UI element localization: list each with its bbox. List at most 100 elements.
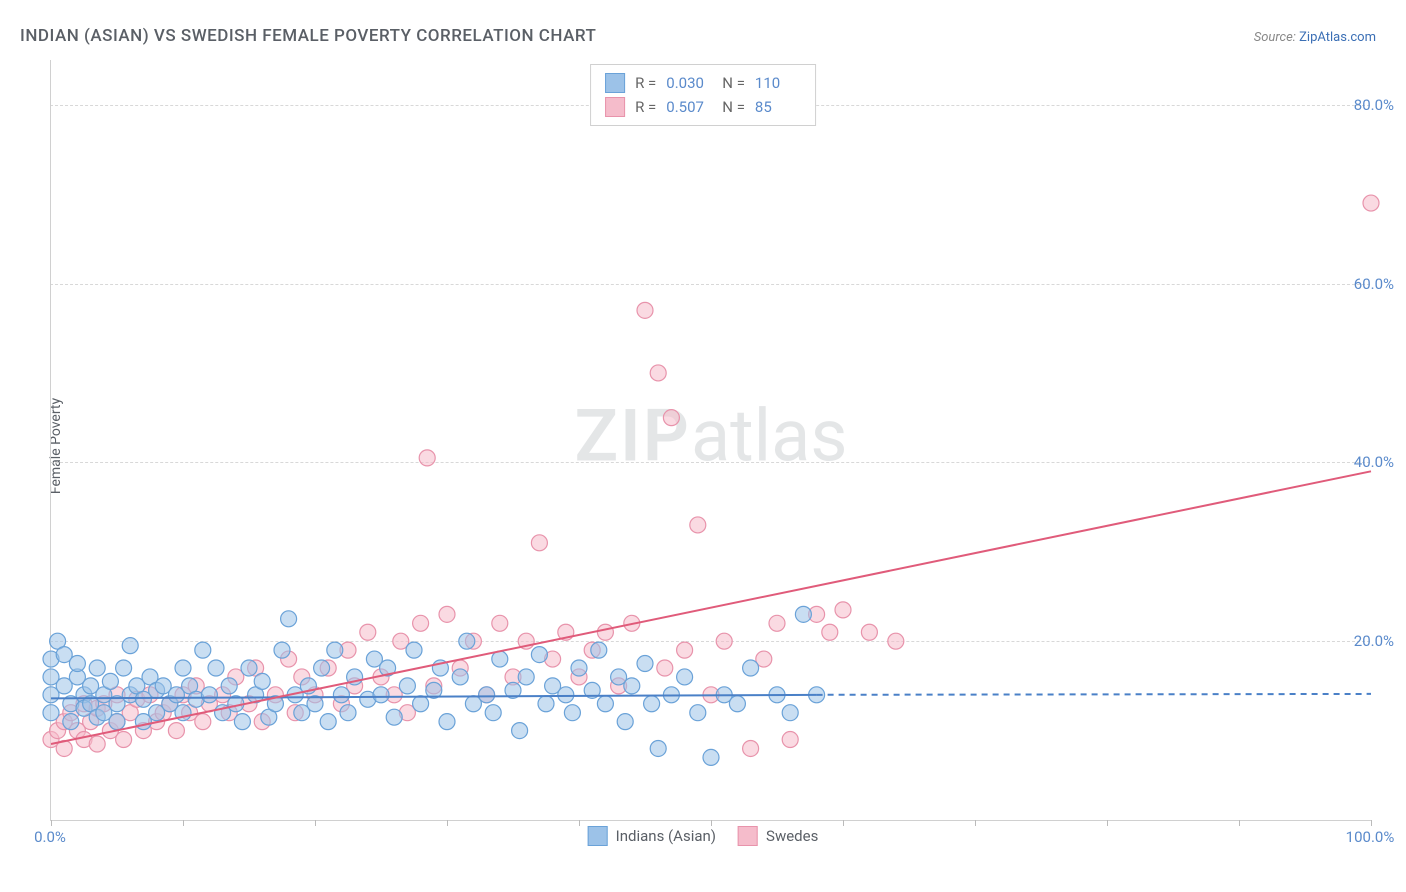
- data-point: [406, 642, 422, 658]
- data-point: [663, 410, 679, 426]
- data-point: [373, 687, 389, 703]
- data-point: [459, 633, 475, 649]
- data-point: [69, 656, 85, 672]
- data-point: [492, 615, 508, 631]
- data-point: [644, 696, 660, 712]
- regression-line: [817, 694, 1371, 695]
- data-point: [89, 660, 105, 676]
- source-label: Source:: [1254, 30, 1299, 45]
- data-point: [195, 642, 211, 658]
- data-point: [419, 450, 435, 466]
- data-point: [677, 642, 693, 658]
- source-link[interactable]: ZipAtlas.com: [1299, 30, 1376, 45]
- data-point: [690, 705, 706, 721]
- data-point: [512, 723, 528, 739]
- chart-container: INDIAN (ASIAN) VS SWEDISH FEMALE POVERTY…: [0, 0, 1406, 892]
- x-tick: [1239, 820, 1240, 826]
- data-point: [538, 696, 554, 712]
- data-point: [122, 638, 138, 654]
- x-tick-label: 0.0%: [34, 828, 66, 846]
- plot-area: ZIPatlas: [50, 60, 1371, 821]
- data-point: [571, 660, 587, 676]
- data-point: [690, 517, 706, 533]
- data-point: [452, 669, 468, 685]
- data-point: [835, 602, 851, 618]
- data-point: [637, 656, 653, 672]
- data-point: [195, 714, 211, 730]
- x-tick-label: 100.0%: [1346, 828, 1395, 846]
- data-point: [109, 714, 125, 730]
- legend-row-0: R = 0.030 N = 110: [605, 71, 801, 95]
- data-point: [650, 740, 666, 756]
- data-point: [597, 696, 613, 712]
- data-point: [254, 673, 270, 689]
- data-point: [314, 660, 330, 676]
- data-point: [89, 736, 105, 752]
- n-label-0: N =: [722, 71, 745, 95]
- data-point: [492, 651, 508, 667]
- chart-title: INDIAN (ASIAN) VS SWEDISH FEMALE POVERTY…: [20, 26, 596, 46]
- data-point: [386, 709, 402, 725]
- data-point: [221, 678, 237, 694]
- data-point: [102, 673, 118, 689]
- data-point: [677, 669, 693, 685]
- legend-row-1: R = 0.507 N = 85: [605, 95, 801, 119]
- data-point: [518, 669, 534, 685]
- r-label-1: R =: [635, 95, 656, 119]
- x-tick: [183, 820, 184, 826]
- data-point: [333, 687, 349, 703]
- data-point: [399, 678, 415, 694]
- data-point: [795, 606, 811, 622]
- data-point: [782, 705, 798, 721]
- x-tick: [1371, 820, 1372, 826]
- legend-swatch-0: [605, 73, 625, 93]
- r-value-0: 0.030: [666, 71, 712, 95]
- data-point: [413, 696, 429, 712]
- data-point: [413, 615, 429, 631]
- legend-item-0: Indians (Asian): [588, 826, 716, 846]
- legend-bottom-label-0: Indians (Asian): [616, 827, 716, 845]
- data-point: [281, 611, 297, 627]
- n-value-1: 85: [755, 95, 801, 119]
- x-tick: [1107, 820, 1108, 826]
- correlation-legend: R = 0.030 N = 110 R = 0.507 N = 85: [590, 64, 816, 126]
- data-point: [743, 740, 759, 756]
- data-point: [650, 365, 666, 381]
- scatter-svg: [51, 60, 1371, 820]
- data-point: [624, 678, 640, 694]
- data-point: [43, 705, 59, 721]
- data-point: [531, 647, 547, 663]
- legend-item-1: Swedes: [738, 826, 818, 846]
- source-credit: Source: ZipAtlas.com: [1254, 30, 1376, 45]
- data-point: [769, 615, 785, 631]
- legend-bottom-label-1: Swedes: [766, 827, 818, 845]
- data-point: [479, 687, 495, 703]
- series-legend: Indians (Asian) Swedes: [588, 826, 819, 846]
- data-point: [729, 696, 745, 712]
- legend-swatch-1: [605, 97, 625, 117]
- data-point: [703, 749, 719, 765]
- data-point: [116, 732, 132, 748]
- data-point: [327, 642, 343, 658]
- data-point: [782, 732, 798, 748]
- data-point: [1363, 195, 1379, 211]
- data-point: [617, 714, 633, 730]
- x-tick: [843, 820, 844, 826]
- legend-bottom-swatch-1: [738, 826, 758, 846]
- x-tick: [975, 820, 976, 826]
- n-label-1: N =: [722, 95, 745, 119]
- x-tick: [51, 820, 52, 826]
- data-point: [591, 642, 607, 658]
- data-point: [558, 687, 574, 703]
- data-point: [201, 687, 217, 703]
- data-point: [485, 705, 501, 721]
- data-point: [861, 624, 877, 640]
- data-point: [168, 723, 184, 739]
- data-point: [274, 642, 290, 658]
- r-label-0: R =: [635, 71, 656, 95]
- x-tick: [579, 820, 580, 826]
- data-point: [320, 714, 336, 730]
- data-point: [175, 660, 191, 676]
- data-point: [360, 624, 376, 640]
- data-point: [888, 633, 904, 649]
